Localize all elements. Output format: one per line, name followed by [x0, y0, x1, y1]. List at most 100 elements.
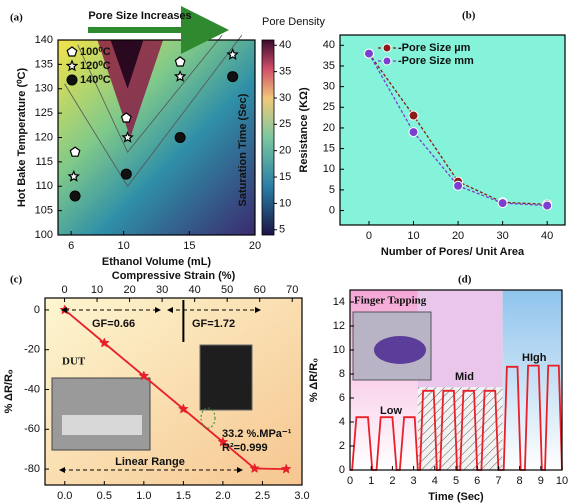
x-tick-label: 0: [366, 230, 372, 242]
colorbar-tick-label: 30: [279, 92, 291, 104]
y-tick-label: 2: [339, 440, 345, 452]
marker: [69, 146, 81, 157]
x-tick-label: 1.5: [176, 490, 191, 502]
marker: [408, 110, 419, 121]
x2-tick-label: 50: [221, 284, 233, 296]
marker: [173, 70, 187, 82]
x2-tick-label: 20: [123, 284, 135, 296]
marker: [174, 132, 186, 143]
region-mid-top: [417, 290, 503, 388]
panel-label: (b): [462, 10, 476, 22]
marker: [217, 436, 229, 447]
y-tick-label: 6: [339, 392, 345, 404]
y-tick-label: 130: [35, 83, 53, 95]
panel-label: (c): [10, 274, 23, 286]
y-tick-label: -20: [24, 344, 40, 356]
plot-frame: [44, 297, 303, 486]
y-axis-label: Hot Bake Temperature (⁰C): [16, 68, 28, 208]
x-tick-label: 7: [495, 475, 501, 487]
panel-label: (d): [458, 274, 472, 286]
legend-label: -Pore Size µm: [398, 42, 471, 54]
x-tick-label: 30: [496, 230, 508, 242]
legend-label: -Pore Size mm: [398, 55, 474, 67]
x-tick-label: 10: [556, 475, 568, 487]
panel-label: (a): [10, 12, 23, 24]
colorbar-tick-label: 20: [279, 145, 291, 157]
marker: [69, 190, 81, 202]
marker: [249, 462, 260, 474]
x-tick-label: 15: [183, 240, 195, 252]
y-tick-label: 0: [34, 304, 40, 316]
legend-label: 120⁰C: [80, 60, 111, 72]
region-high: [502, 290, 562, 470]
y-tick-label: -80: [24, 463, 40, 475]
contour-line: [64, 34, 243, 187]
inset-photo: [199, 344, 253, 411]
annotation: Pore Size Increases: [88, 10, 191, 22]
annotation: GF=0.66: [92, 318, 135, 330]
y-tick-label: 4: [339, 416, 345, 428]
x-tick-label: 1.0: [136, 490, 151, 502]
x2-tick-label: 70: [286, 284, 298, 296]
y-tick-label: -40: [24, 383, 40, 395]
y-tick-label: 30: [323, 81, 335, 93]
legend-marker: [382, 56, 392, 66]
marker: [120, 112, 132, 123]
colorbar-label: Saturation Time (Sec): [237, 93, 249, 206]
fit-highlight: [200, 407, 216, 429]
x-tick-label: 10: [118, 240, 130, 252]
y-tick-label: 0: [339, 464, 345, 476]
marker: [363, 48, 374, 59]
annotation: R²=0.999: [222, 442, 268, 454]
y-tick-label: 14: [333, 296, 345, 308]
x2-tick-label: 30: [156, 284, 168, 296]
colorbar-tick-label: 15: [279, 171, 291, 183]
y-axis-label: % ΔR/R₀: [308, 358, 320, 402]
annotation: Finger Tapping: [354, 295, 427, 307]
marker: [227, 71, 239, 83]
y-tick-label: 105: [35, 205, 53, 217]
marker: [65, 59, 79, 72]
x-tick-label: 3: [411, 475, 417, 487]
colorbar-tick-label: 10: [279, 197, 291, 209]
x-axis-label: Ethanol Volume (mL): [102, 256, 212, 268]
y-tick-label: 20: [323, 122, 335, 134]
marker: [497, 198, 508, 209]
x2-tick-label: 0: [61, 284, 67, 296]
y-tick-label: 5: [329, 184, 335, 196]
marker: [177, 403, 189, 414]
colorbar-tick-label: 25: [279, 118, 291, 130]
y-tick-label: 125: [35, 107, 53, 119]
x-tick-label: 20: [452, 230, 464, 242]
marker: [121, 130, 134, 143]
x-tick-label: 0: [347, 475, 353, 487]
y-tick-label: 40: [323, 39, 335, 51]
marker: [453, 180, 464, 191]
colorbar-tick-label: 5: [279, 224, 285, 236]
marker: [120, 168, 132, 180]
x2-tick-label: 40: [189, 284, 201, 296]
x-tick-label: 40: [541, 230, 553, 242]
y-tick-label: 10: [333, 344, 345, 356]
y-axis-label: Resistance (KΩ): [298, 87, 310, 173]
x2-tick-label: 10: [91, 284, 103, 296]
y-tick-label: 10: [323, 163, 335, 175]
plot-background: [340, 35, 565, 225]
x-tick-label: 9: [538, 475, 544, 487]
annotation: HIgh: [522, 352, 547, 364]
x-tick-label: 4: [432, 475, 438, 487]
x-tick-label: 0.0: [57, 490, 72, 502]
x-tick-label: 0.5: [97, 490, 112, 502]
marker: [408, 127, 419, 138]
y-tick-label: 120: [35, 131, 53, 143]
marker: [98, 337, 110, 348]
y-tick-label: 0: [329, 204, 335, 216]
colorbar-title: Pore Density: [262, 16, 325, 28]
y-tick-label: 25: [323, 101, 335, 113]
x-tick-label: 1: [368, 475, 374, 487]
x-tick-label: 2.0: [215, 490, 230, 502]
marker: [66, 74, 78, 86]
contour-region: [110, 40, 144, 89]
y-tick-label: 15: [323, 142, 335, 154]
